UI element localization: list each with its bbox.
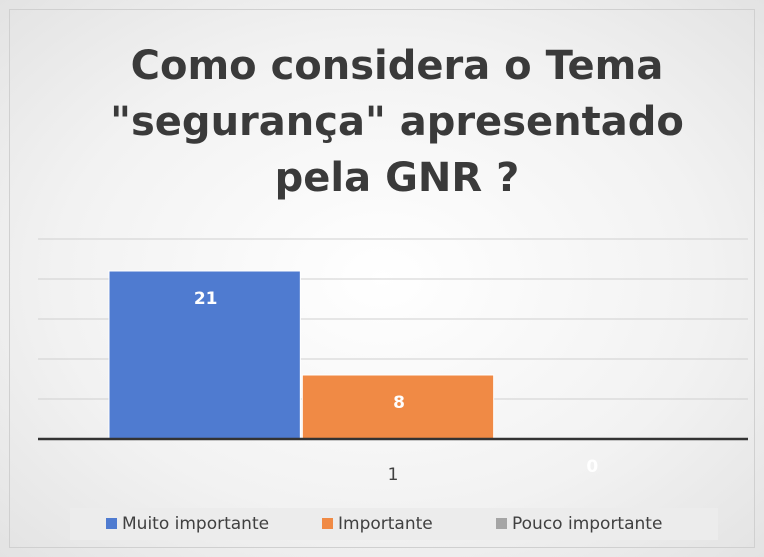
x-tick-label: 1 (388, 465, 399, 485)
legend-label: Pouco importante (512, 514, 662, 534)
data-label: 0 (586, 457, 598, 477)
bar (301, 374, 495, 440)
legend-swatch (106, 518, 117, 529)
chart-border (9, 9, 755, 548)
legend-box (70, 508, 718, 540)
legend-swatch (496, 518, 507, 529)
bar (108, 270, 301, 440)
chart-title: Como considera o Tema "segurança" aprese… (110, 43, 684, 201)
data-label: 21 (194, 289, 218, 309)
data-label: 8 (393, 393, 405, 413)
legend-label: Muito importante (122, 514, 269, 534)
legend-label: Importante (338, 514, 433, 534)
legend-swatch (322, 518, 333, 529)
